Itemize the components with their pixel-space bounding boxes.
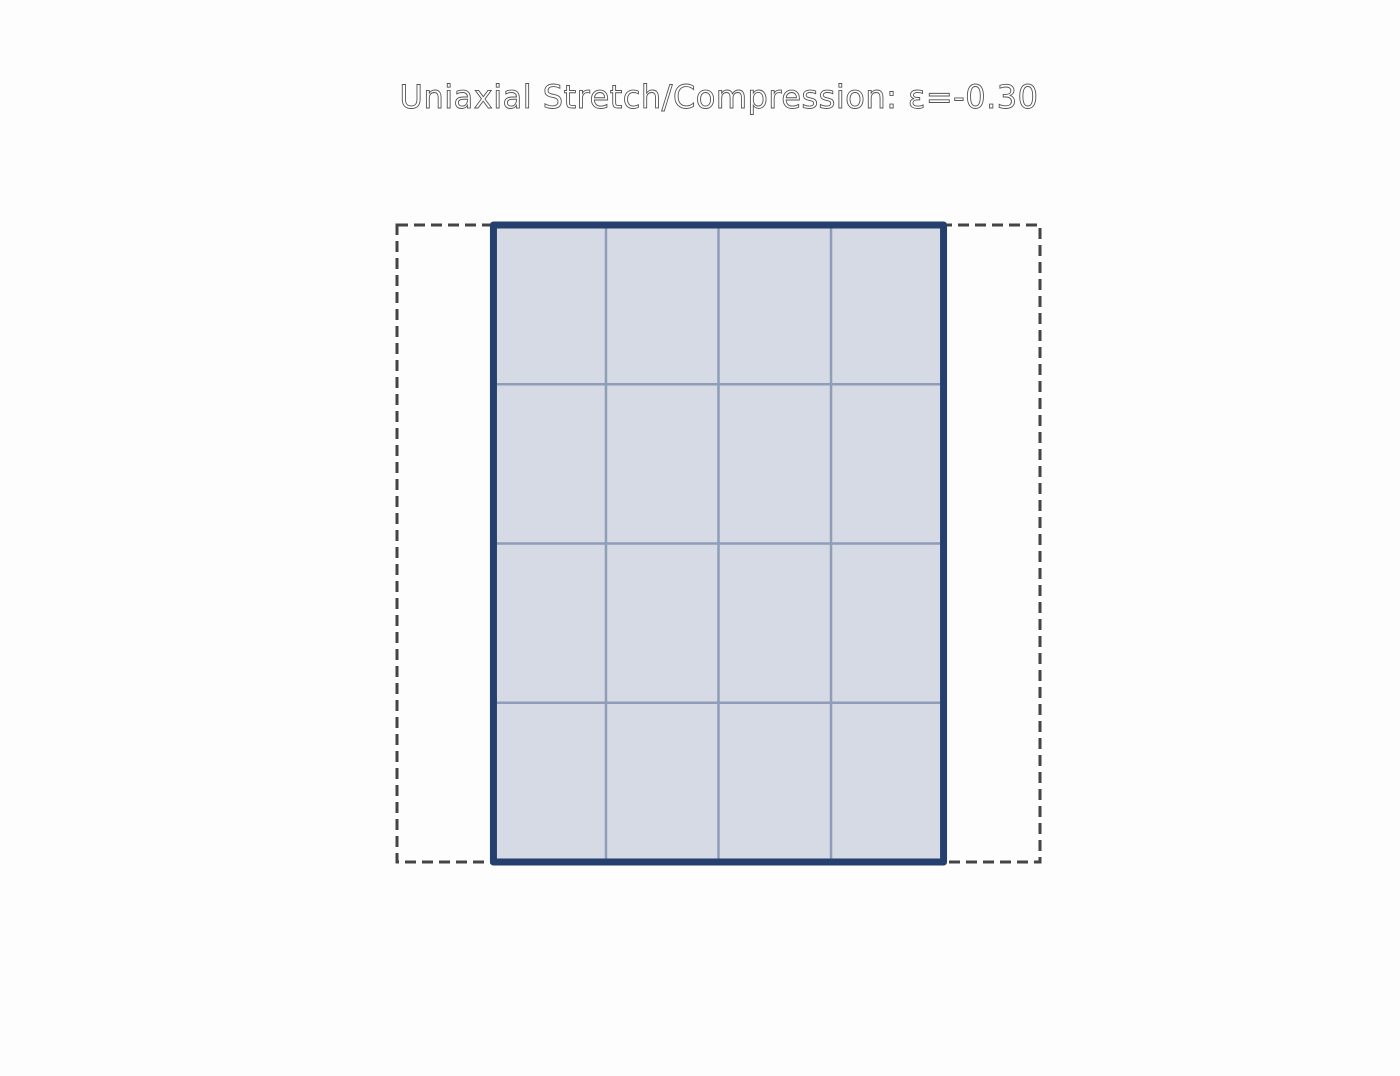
figure-title: Uniaxial Stretch/Compression: ε=-0.30 xyxy=(399,78,1039,117)
deformed-shape xyxy=(489,221,948,866)
deformed-shape-outline xyxy=(489,221,948,866)
